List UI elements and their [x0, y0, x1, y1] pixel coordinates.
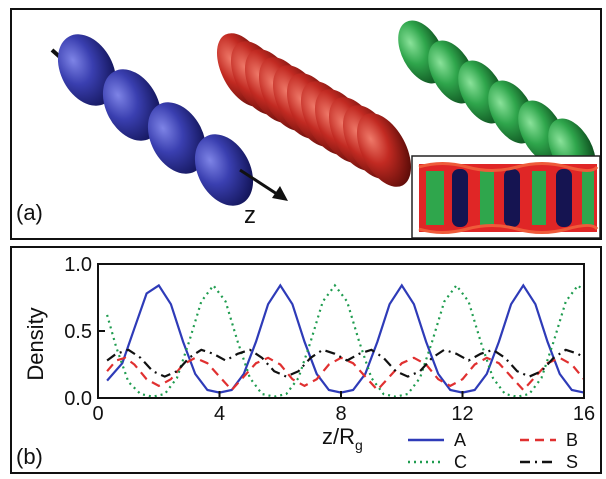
legend: A B C S — [408, 430, 578, 472]
panel-a-label: (a) — [16, 200, 43, 225]
blue-disc — [147, 102, 207, 174]
x-tick-label: 4 — [214, 403, 225, 425]
y-tick-label: 0.0 — [64, 388, 92, 410]
inset-cross-section — [411, 155, 600, 238]
y-tick-label: 0.5 — [64, 321, 92, 343]
legend-label-B: B — [566, 430, 578, 450]
red-discs — [216, 33, 412, 187]
y-axis-label: Density — [23, 307, 48, 380]
x-ticks — [97, 391, 585, 398]
morphology-render: z — [50, 20, 600, 238]
x-tick-labels: 0 4 8 12 16 — [92, 403, 595, 425]
series-S-line — [106, 348, 585, 378]
blue-disc — [102, 69, 162, 141]
legend-label-S: S — [566, 452, 578, 472]
z-axis-arrow — [239, 168, 288, 201]
x-tick-label: 12 — [451, 403, 473, 425]
legend-label-A: A — [454, 430, 466, 450]
series-C-line — [106, 283, 585, 398]
blue-discs — [57, 34, 254, 206]
x-axis-label: z/Rg — [322, 424, 363, 453]
x-tick-label: 8 — [335, 403, 346, 425]
panel-b-label: (b) — [16, 444, 43, 469]
panel-a: z — [10, 8, 602, 240]
y-ticks — [98, 263, 105, 399]
series-B-line — [106, 356, 585, 392]
series-A-line — [106, 283, 585, 394]
x-tick-label: 0 — [92, 403, 103, 425]
blue-disc — [194, 134, 254, 206]
series-group — [106, 283, 585, 398]
x-tick-label: 16 — [573, 403, 595, 425]
density-chart: Density 0.0 0.5 1.0 0 4 8 12 16 z/Rg A B C S — [23, 254, 595, 472]
blue-disc — [57, 34, 117, 106]
y-tick-label: 1.0 — [64, 254, 92, 276]
legend-label-C: C — [454, 452, 467, 472]
y-tick-labels: 0.0 0.5 1.0 — [64, 254, 92, 410]
panel-b: Density 0.0 0.5 1.0 0 4 8 12 16 z/Rg A B C S (b) — [10, 246, 602, 474]
z-axis-label: z — [244, 202, 256, 229]
